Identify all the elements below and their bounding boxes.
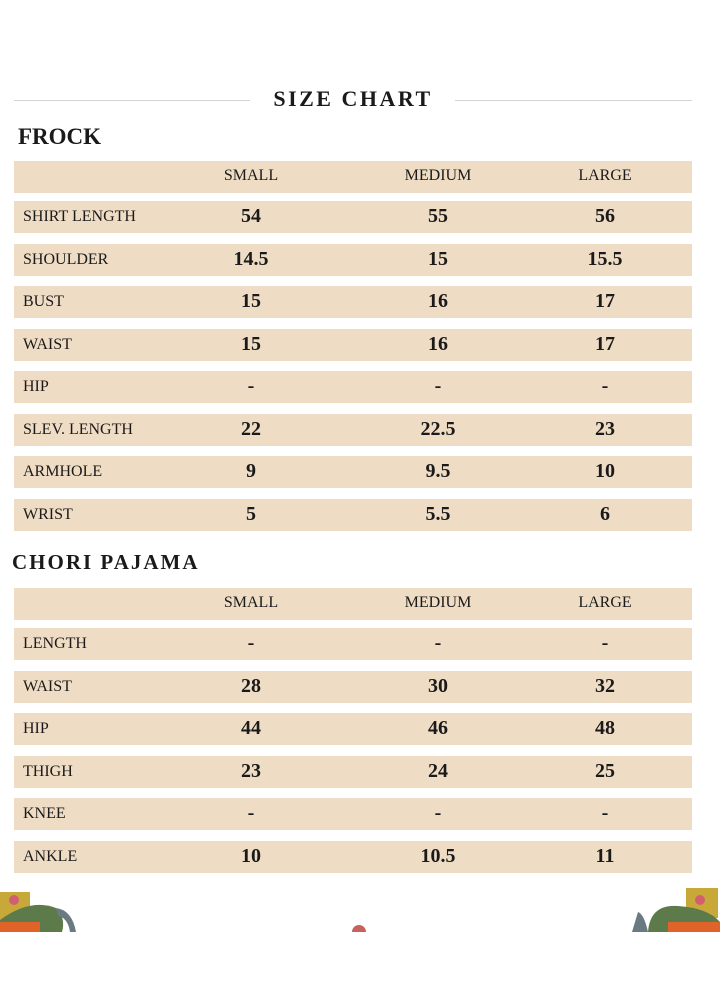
table-row: THIGH 23 24 25 bbox=[14, 755, 692, 788]
size-value: 9.5 bbox=[425, 460, 451, 482]
table-row: KNEE - - - bbox=[14, 798, 692, 830]
table-row: ARMHOLE 9 9.5 10 bbox=[14, 456, 692, 488]
size-value: 6 bbox=[600, 502, 610, 525]
size-value: 15.5 bbox=[587, 247, 623, 270]
logo-icon bbox=[352, 925, 366, 932]
size-value: 11 bbox=[595, 844, 615, 867]
size-value: - bbox=[247, 375, 255, 397]
table-row: HIP - - - bbox=[14, 371, 692, 403]
size-value: 10 bbox=[595, 460, 615, 482]
size-value: 9 bbox=[246, 460, 256, 482]
column-header: LARGE bbox=[578, 594, 632, 611]
page-title: SIZE CHART bbox=[273, 86, 433, 111]
size-value: 15 bbox=[241, 332, 261, 355]
row-label: WRIST bbox=[23, 505, 73, 523]
size-value: 14.5 bbox=[233, 247, 269, 270]
table-header-row: SMALL MEDIUM LARGE bbox=[14, 161, 692, 193]
table-row: SHOULDER 14.5 15 15.5 bbox=[14, 243, 692, 276]
elephant-illustration-left bbox=[0, 892, 76, 932]
row-label: THIGH bbox=[23, 762, 73, 780]
column-header: MEDIUM bbox=[404, 167, 472, 184]
size-value: 46 bbox=[428, 717, 448, 739]
row-label: HIP bbox=[23, 378, 49, 395]
size-value: - bbox=[601, 375, 609, 397]
size-value: 10.5 bbox=[420, 844, 456, 867]
size-value: 54 bbox=[241, 205, 261, 227]
table-row: HIP 44 46 48 bbox=[14, 713, 692, 745]
size-value: 32 bbox=[595, 674, 615, 697]
size-chart-header: SIZE CHART bbox=[14, 86, 692, 114]
size-value: - bbox=[247, 632, 255, 654]
size-value: 30 bbox=[428, 674, 448, 697]
size-value: 10 bbox=[241, 844, 261, 867]
size-value: 23 bbox=[595, 417, 615, 440]
size-value: 16 bbox=[428, 332, 448, 355]
size-value: - bbox=[434, 632, 442, 654]
size-value: 24 bbox=[428, 759, 448, 782]
divider bbox=[14, 100, 250, 101]
size-value: 23 bbox=[241, 759, 261, 782]
row-label: BUST bbox=[23, 293, 64, 310]
size-value: 22 bbox=[241, 417, 261, 440]
row-label: SHOULDER bbox=[23, 250, 109, 268]
size-value: - bbox=[601, 802, 609, 824]
table-row: WAIST 15 16 17 bbox=[14, 328, 692, 361]
size-value: 16 bbox=[428, 290, 448, 312]
row-label: ANKLE bbox=[23, 847, 78, 865]
column-header: SMALL bbox=[223, 594, 279, 611]
size-value: 5 bbox=[246, 502, 256, 525]
table-row: SHIRT LENGTH 54 55 56 bbox=[14, 201, 692, 233]
row-label: WAIST bbox=[23, 335, 72, 353]
row-label: HIP bbox=[23, 720, 49, 737]
size-value: 56 bbox=[595, 205, 615, 227]
row-label: SLEV. LENGTH bbox=[23, 420, 133, 438]
table-row: LENGTH - - - bbox=[14, 628, 692, 660]
divider bbox=[455, 100, 692, 101]
size-value: 15 bbox=[241, 290, 261, 312]
elephant-illustration-right bbox=[632, 888, 720, 932]
row-label: LENGTH bbox=[23, 635, 87, 652]
size-value: 17 bbox=[595, 290, 615, 312]
column-header: SMALL bbox=[223, 167, 279, 184]
row-label: KNEE bbox=[23, 805, 66, 822]
size-value: 15 bbox=[428, 247, 448, 270]
size-value: 5.5 bbox=[425, 502, 451, 525]
table-header-row: SMALL MEDIUM LARGE bbox=[14, 588, 692, 620]
size-value: 17 bbox=[595, 332, 615, 355]
table-row: ANKLE 10 10.5 11 bbox=[14, 840, 692, 873]
pajama-heading: CHORI PAJAMA bbox=[12, 550, 200, 574]
size-value: 25 bbox=[595, 759, 615, 782]
table-row: SLEV. LENGTH 22 22.5 23 bbox=[14, 413, 692, 446]
row-label: SHIRT LENGTH bbox=[23, 208, 136, 225]
row-label: ARMHOLE bbox=[23, 463, 103, 480]
table-row: WRIST 5 5.5 6 bbox=[14, 498, 692, 531]
size-value: 22.5 bbox=[420, 417, 456, 440]
size-value: - bbox=[434, 802, 442, 824]
frock-heading: FROCK bbox=[18, 124, 102, 149]
size-value: 55 bbox=[428, 205, 448, 227]
row-label: WAIST bbox=[23, 677, 72, 695]
table-row: BUST 15 16 17 bbox=[14, 286, 692, 318]
column-header: LARGE bbox=[578, 167, 632, 184]
column-header: MEDIUM bbox=[404, 594, 472, 611]
size-value: - bbox=[247, 802, 255, 824]
size-value: - bbox=[601, 632, 609, 654]
table-row: WAIST 28 30 32 bbox=[14, 670, 692, 703]
size-value: 28 bbox=[241, 674, 261, 697]
size-value: 44 bbox=[241, 717, 261, 739]
size-value: - bbox=[434, 375, 442, 397]
size-value: 48 bbox=[595, 717, 615, 739]
